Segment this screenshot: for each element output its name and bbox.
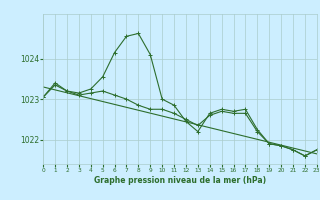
X-axis label: Graphe pression niveau de la mer (hPa): Graphe pression niveau de la mer (hPa): [94, 176, 266, 185]
